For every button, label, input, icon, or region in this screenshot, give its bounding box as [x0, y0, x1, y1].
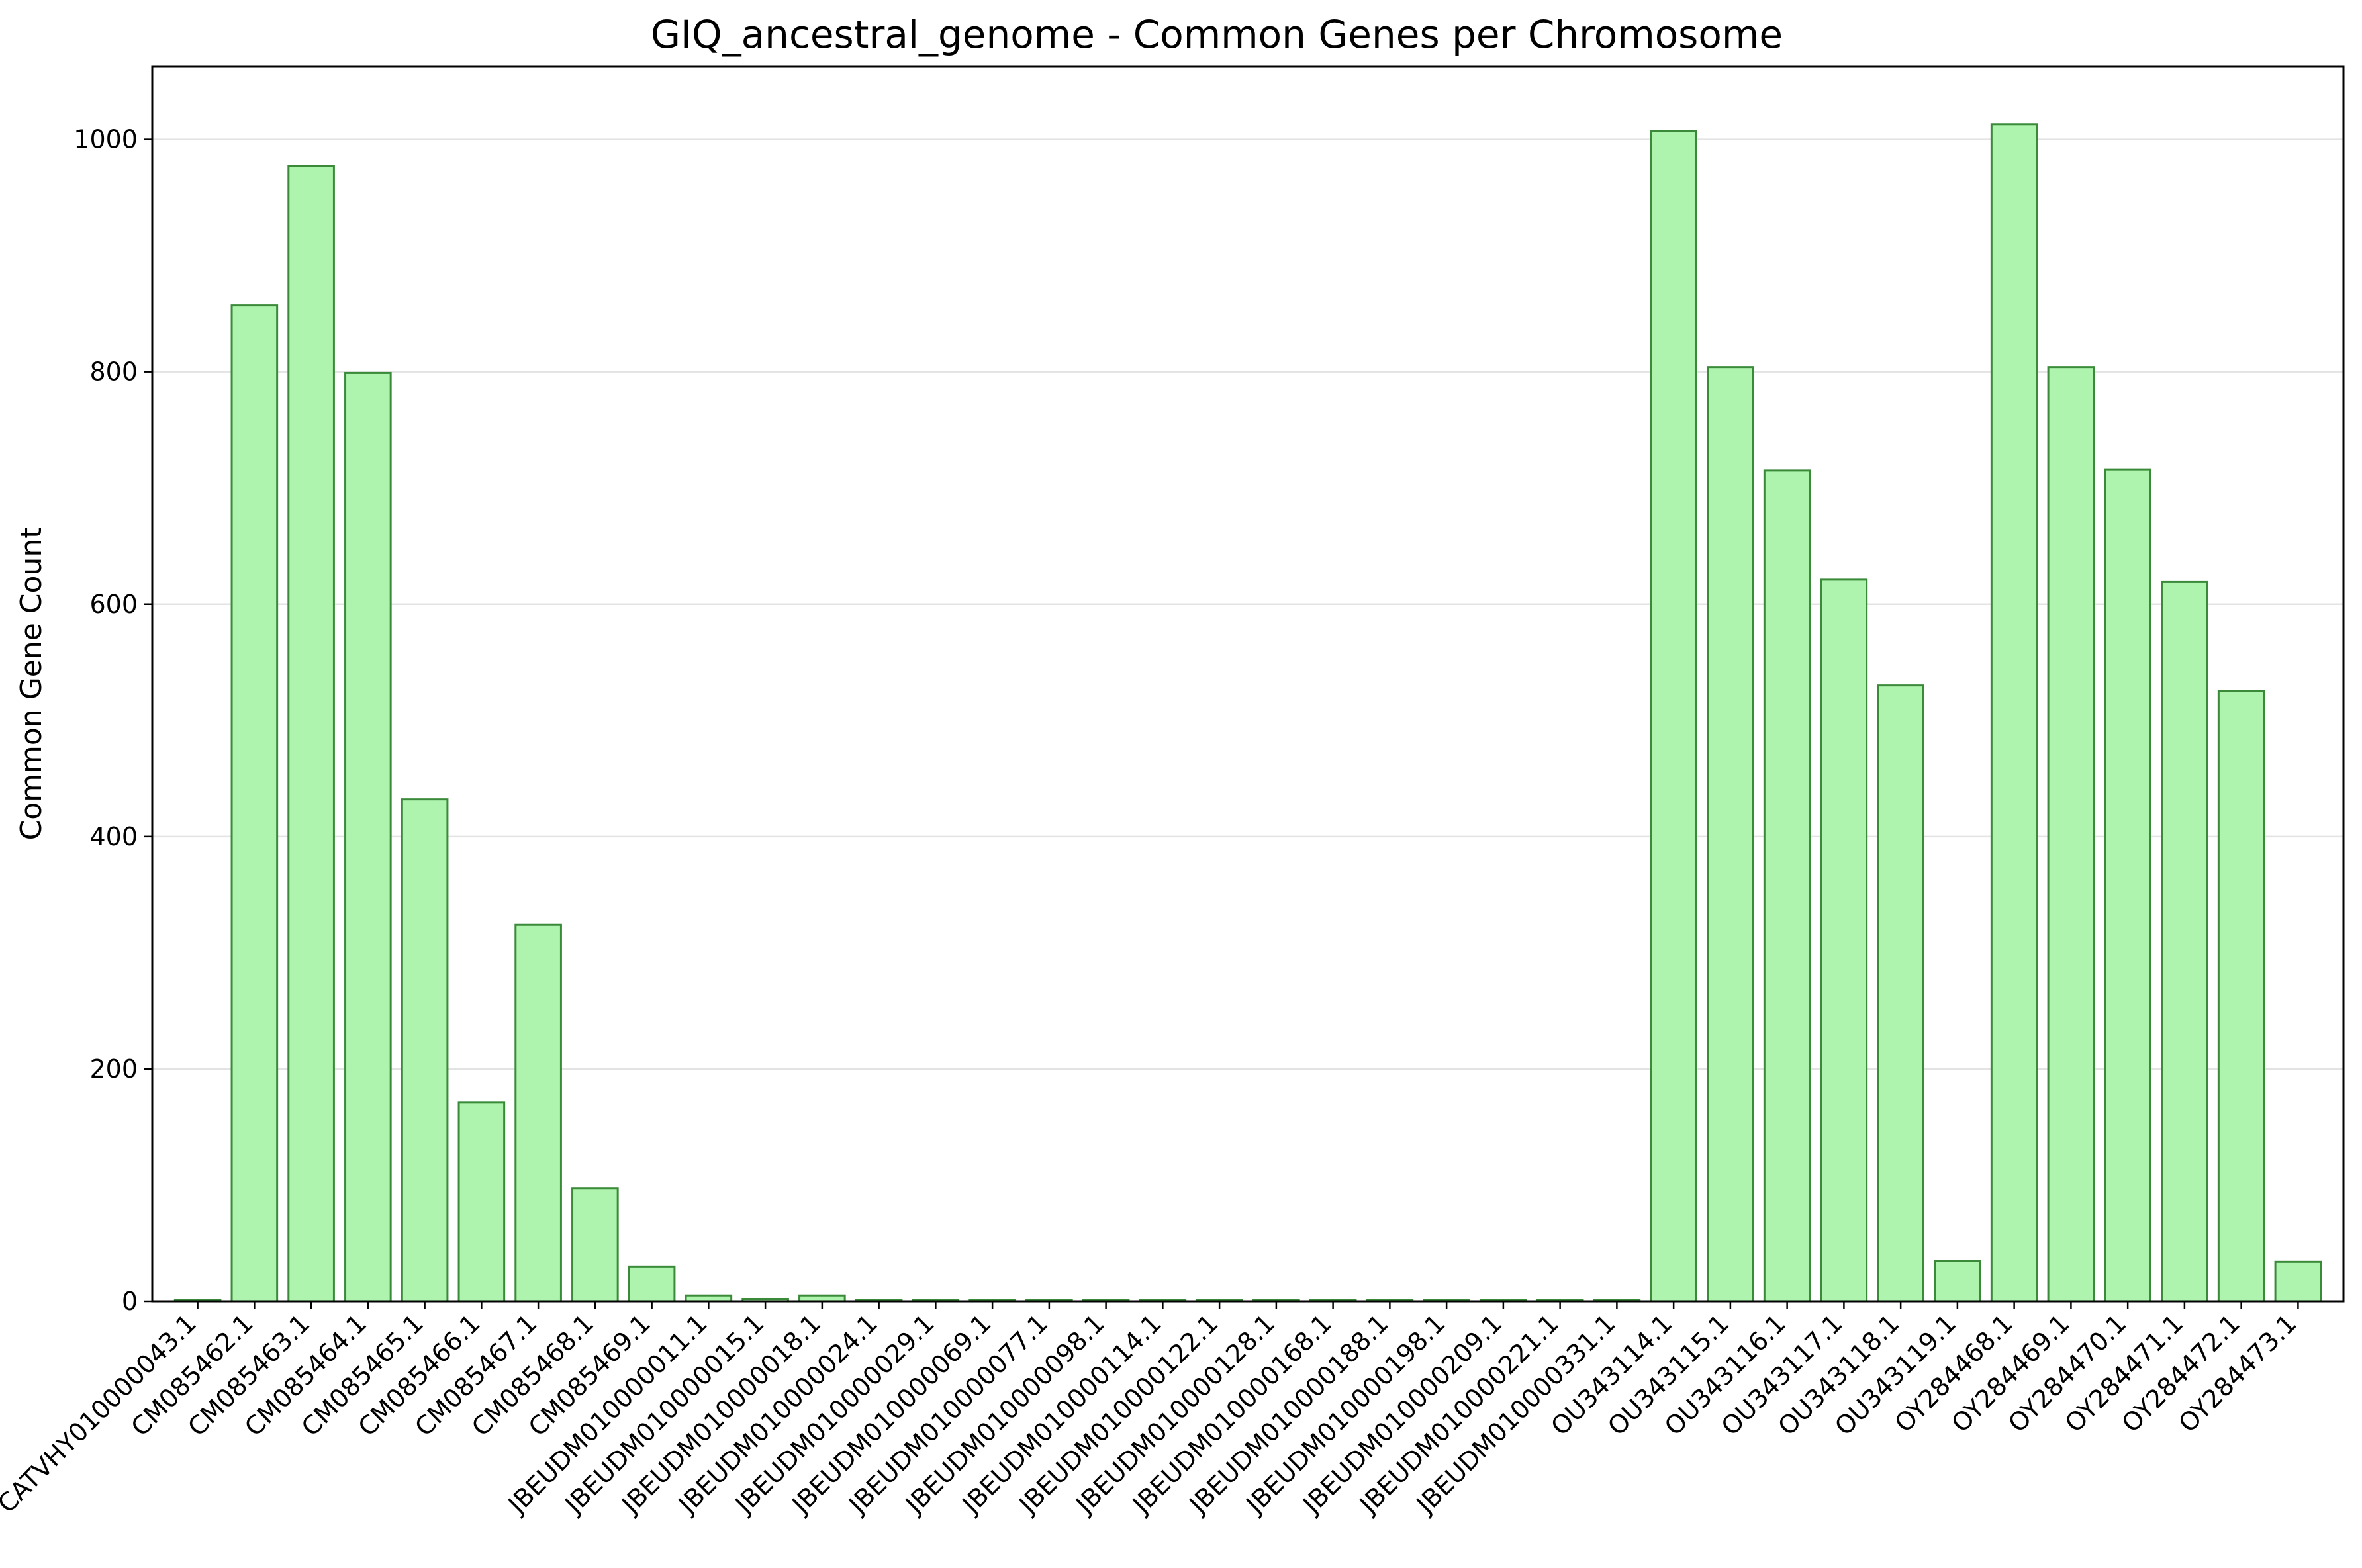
- y-tick-label: 1000: [73, 125, 138, 154]
- bar: [571, 1187, 619, 1303]
- bar: [1707, 366, 1754, 1303]
- bar: [2161, 580, 2208, 1303]
- bar: [1934, 1260, 1981, 1303]
- bar: [287, 165, 335, 1303]
- y-tick-label: 0: [122, 1287, 138, 1316]
- bar: [1990, 123, 2038, 1303]
- bar: [401, 798, 449, 1303]
- plot-area-frame: [151, 65, 2345, 1303]
- bar: [230, 304, 279, 1303]
- bar: [457, 1101, 506, 1303]
- bar: [628, 1265, 676, 1303]
- y-tick-label: 400: [89, 822, 138, 851]
- bar: [2104, 468, 2151, 1303]
- bar: [344, 371, 392, 1303]
- bar: [514, 923, 562, 1303]
- y-axis: 0 200 400 600 800 1000: [73, 125, 152, 1316]
- y-tick-label: 600: [89, 590, 138, 619]
- bar: [1763, 469, 1811, 1303]
- chart-title: GIQ_ancestral_genome - Common Genes per …: [651, 12, 1783, 57]
- bar: [2047, 366, 2095, 1303]
- y-tick-label: 800: [89, 357, 138, 387]
- y-tick-label: 200: [89, 1054, 138, 1084]
- bar: [2217, 690, 2265, 1303]
- y-axis-label: Common Gene Count: [15, 528, 48, 841]
- bar: [1820, 578, 1868, 1303]
- bar: [1650, 130, 1697, 1303]
- bars: [173, 123, 2322, 1303]
- bar: [2274, 1260, 2322, 1303]
- bar: [1877, 684, 1924, 1303]
